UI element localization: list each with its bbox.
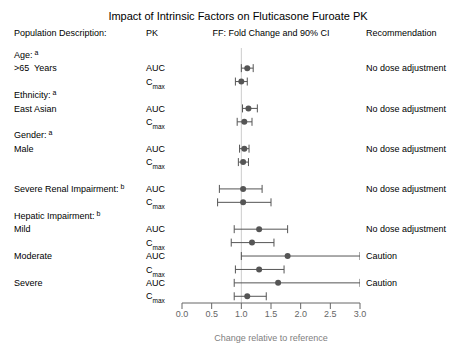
svg-text:Gender:a: Gender:a: [14, 129, 53, 141]
svg-text:AUC: AUC: [146, 144, 166, 154]
svg-text:AUC: AUC: [146, 251, 166, 261]
svg-text:AUC: AUC: [146, 278, 166, 288]
svg-text:Cmax: Cmax: [146, 77, 166, 89]
html-text:Recommendation: Recommendation: [366, 28, 437, 38]
svg-text:Hepatic Impairment:b: Hepatic Impairment:b: [14, 209, 101, 221]
svg-text:0.0: 0.0: [176, 309, 189, 319]
svg-text:Cmax: Cmax: [146, 117, 166, 130]
svg-text:Caution: Caution: [366, 251, 397, 261]
html-text:FF: Fold Change and 90% CI: FF: Fold Change and 90% CI: [212, 28, 330, 38]
svg-text:Mild: Mild: [14, 224, 31, 234]
svg-text:AUC: AUC: [146, 104, 166, 114]
html-text:Impact of Intrinsic Factors on: Impact of Intrinsic Factors on Fluticaso…: [108, 10, 368, 22]
svg-text:Severe Renal Impairment:b: Severe Renal Impairment:b: [14, 183, 125, 195]
svg-text:Cmax: Cmax: [146, 265, 166, 278]
svg-text:Change relative to reference: Change relative to reference: [214, 333, 328, 343]
svg-text:Cmax: Cmax: [146, 157, 166, 170]
svg-text:2.0: 2.0: [294, 309, 307, 319]
svg-text:No dose adjustment: No dose adjustment: [366, 144, 447, 154]
svg-text:>65 Years: >65 Years: [14, 63, 57, 73]
svg-text:Male: Male: [14, 144, 34, 154]
svg-text:2.5: 2.5: [324, 309, 337, 319]
svg-text:Cmax: Cmax: [146, 197, 166, 210]
svg-text:AUC: AUC: [146, 63, 166, 73]
svg-text:Caution: Caution: [366, 278, 397, 288]
svg-text:1.5: 1.5: [265, 309, 278, 319]
svg-text:No dose adjustment: No dose adjustment: [366, 63, 447, 73]
svg-text:Moderate: Moderate: [14, 251, 52, 261]
svg-text:No dose adjustment: No dose adjustment: [366, 224, 447, 234]
svg-text:Severe: Severe: [14, 278, 43, 288]
svg-text:East Asian: East Asian: [14, 104, 57, 114]
svg-text:Age:a: Age:a: [14, 48, 39, 60]
svg-text:Cmax: Cmax: [146, 291, 166, 304]
html-text:Population Description:: Population Description:: [14, 28, 107, 38]
svg-text:1.0: 1.0: [235, 309, 248, 319]
svg-text:No dose adjustment: No dose adjustment: [366, 104, 447, 114]
svg-text:3.0: 3.0: [354, 309, 367, 319]
svg-text:AUC: AUC: [146, 224, 166, 234]
svg-text:Cmax: Cmax: [146, 238, 166, 251]
svg-text:No dose adjustment: No dose adjustment: [366, 184, 447, 194]
html-text:PK: PK: [146, 28, 158, 38]
svg-text:AUC: AUC: [146, 184, 166, 194]
svg-text:0.5: 0.5: [205, 309, 218, 319]
svg-text:Ethnicity:a: Ethnicity:a: [14, 89, 57, 101]
